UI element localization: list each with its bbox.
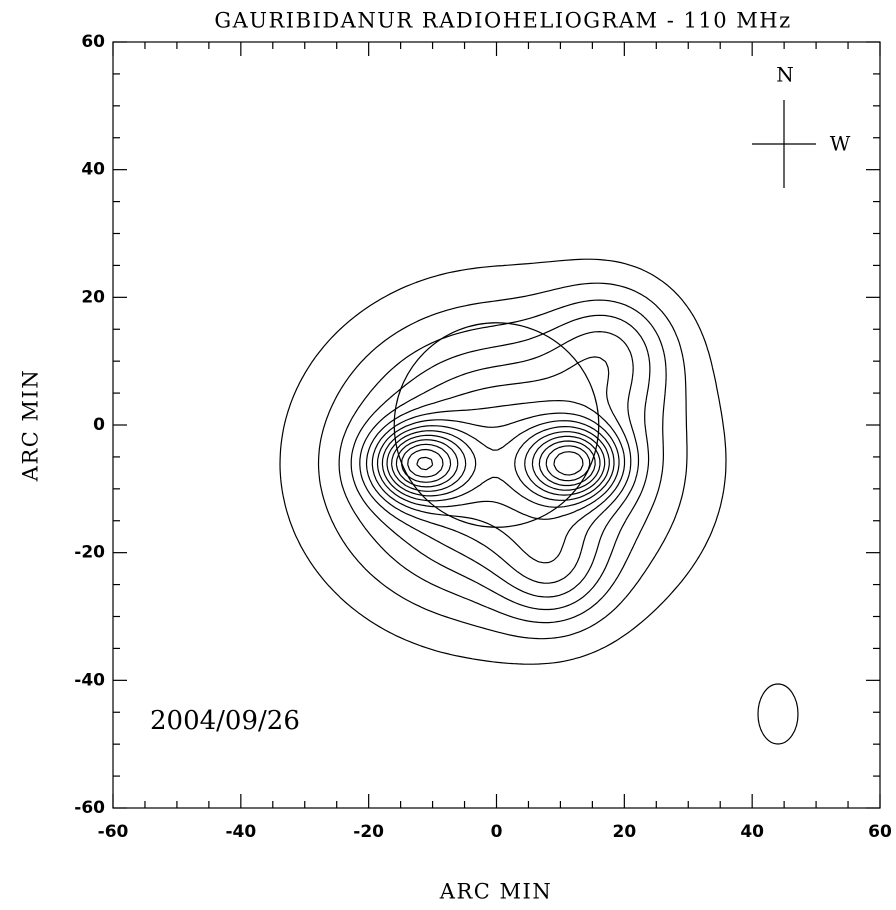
date-annotation: 2004/09/26 xyxy=(150,706,300,736)
contour-line xyxy=(279,258,727,665)
x-tick-label: 60 xyxy=(868,822,892,842)
contour-line xyxy=(350,314,651,611)
x-tick-label: -60 xyxy=(98,822,129,842)
contour-line xyxy=(376,412,620,520)
plot-frame xyxy=(112,41,881,809)
y-tick-label: 20 xyxy=(81,287,105,307)
x-tick-label: -20 xyxy=(353,822,384,842)
x-tick-label: -40 xyxy=(225,822,256,842)
y-tick-label: 60 xyxy=(81,32,105,52)
x-tick-label: 40 xyxy=(740,822,764,842)
contour-line xyxy=(365,356,632,584)
contour-line xyxy=(338,299,667,624)
y-tick-label: -40 xyxy=(74,670,105,690)
compass-north: N xyxy=(776,63,794,87)
y-tick-label: 0 xyxy=(93,415,105,435)
contour-line xyxy=(317,282,688,640)
y-tick-label: -20 xyxy=(74,543,105,563)
compass-west: W xyxy=(830,132,851,156)
solar-disk xyxy=(393,322,600,528)
y-tick-label: -60 xyxy=(74,798,105,818)
contour-line xyxy=(416,451,584,476)
contour-line xyxy=(407,445,591,482)
x-tick-label: 20 xyxy=(612,822,636,842)
chart-title: GAURIBIDANUR RADIOHELIOGRAM - 110 MHz xyxy=(214,9,791,33)
contour-line xyxy=(386,426,610,501)
contours xyxy=(279,258,727,665)
y-axis-label: ARC MIN xyxy=(19,369,43,482)
contour-line xyxy=(371,400,626,564)
contour-line xyxy=(381,420,615,508)
contour-line xyxy=(395,435,601,491)
beam xyxy=(757,683,799,745)
y-tick-label: 40 xyxy=(81,160,105,180)
contour-line xyxy=(401,440,596,487)
x-tick-label: 0 xyxy=(491,822,503,842)
x-axis-label: ARC MIN xyxy=(439,880,552,904)
contour-line xyxy=(359,331,640,598)
